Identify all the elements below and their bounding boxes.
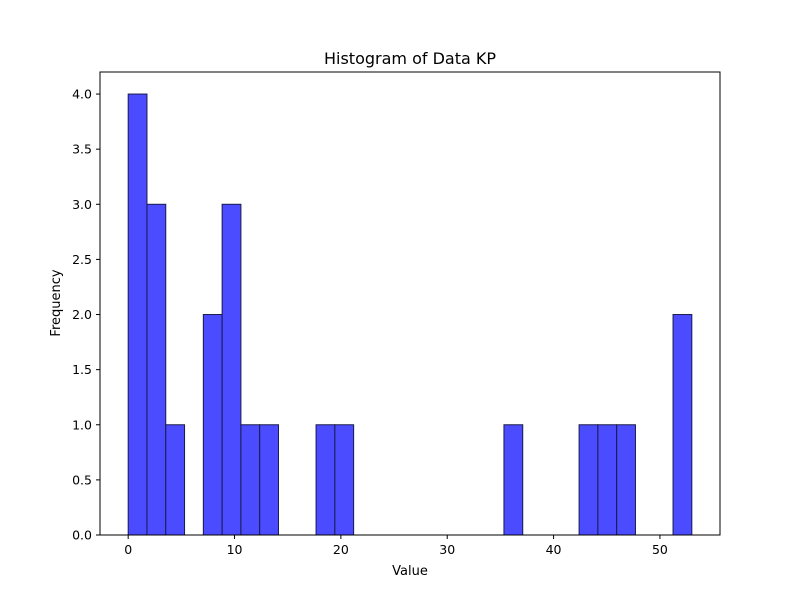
x-axis-ticks: 0 10 20 30 40 50 [124, 535, 668, 557]
y-tick-label: 4.0 [72, 87, 92, 102]
x-tick-label: 50 [652, 542, 668, 557]
histogram-bar [127, 93, 148, 536]
y-tick-label: 3.5 [72, 142, 92, 157]
chart-title: Histogram of Data KP [324, 49, 496, 68]
y-tick-label: 1.5 [72, 362, 92, 377]
histogram-bar [259, 424, 279, 536]
histogram-bar [334, 424, 355, 536]
histogram-bar [578, 424, 599, 536]
y-tick-label: 1.0 [72, 417, 92, 432]
y-tick-label: 3.0 [72, 197, 92, 212]
x-tick-label: 10 [227, 542, 243, 557]
histogram-bar [315, 424, 336, 536]
histogram-bar [202, 314, 223, 536]
y-tick-label: 0.0 [72, 528, 92, 543]
histogram-bar [165, 424, 186, 536]
x-tick-label: 0 [124, 542, 132, 557]
y-tick-label: 2.5 [72, 252, 92, 267]
plot-frame [99, 71, 721, 536]
histogram-bar [503, 424, 524, 536]
bars-group [127, 93, 693, 536]
histogram-bar [672, 314, 693, 536]
histogram-bar [597, 424, 618, 536]
histogram-bar [616, 424, 636, 536]
x-tick-label: 30 [439, 542, 455, 557]
y-axis-label: Frequency [49, 269, 64, 336]
x-tick-label: 40 [546, 542, 562, 557]
x-tick-label: 20 [333, 542, 349, 557]
histogram-bar [240, 424, 261, 536]
histogram-bar [221, 203, 242, 536]
x-axis-label: Value [392, 564, 428, 579]
histogram-bar [146, 203, 167, 536]
y-tick-label: 0.5 [72, 472, 92, 487]
y-tick-label: 2.0 [72, 307, 92, 322]
y-axis-ticks: 0.0 0.5 1.0 1.5 2.0 2.5 3.0 3.5 4.0 [72, 87, 100, 543]
